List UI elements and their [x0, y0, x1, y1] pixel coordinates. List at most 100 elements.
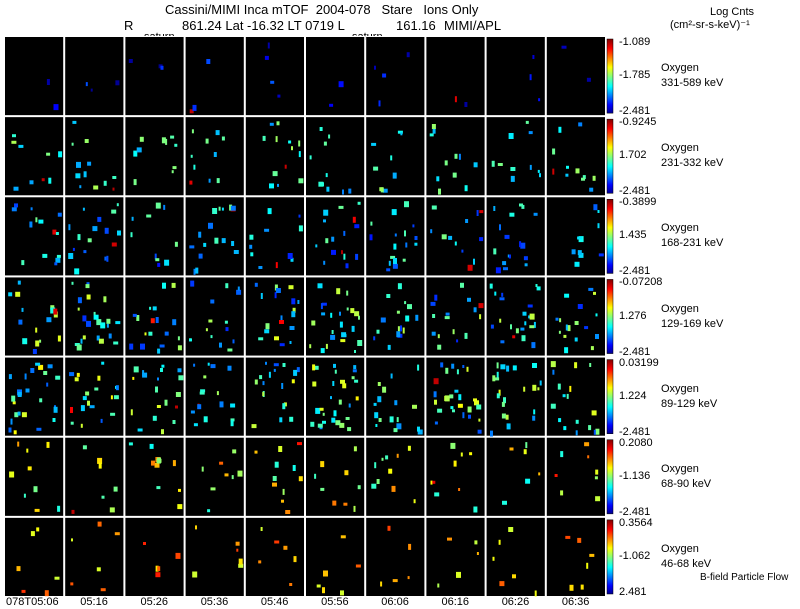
pixel	[157, 377, 159, 381]
pixel	[559, 318, 562, 323]
pixel	[221, 238, 226, 244]
pixel	[156, 486, 161, 490]
pixel	[561, 45, 567, 49]
pixel	[498, 389, 501, 396]
pixel	[492, 556, 495, 561]
pixel	[71, 142, 74, 146]
pixel	[225, 327, 229, 332]
pixel	[106, 318, 111, 324]
pixel	[77, 297, 82, 304]
pixel	[208, 178, 211, 183]
pixel	[592, 175, 596, 181]
pixel	[274, 336, 279, 341]
pixel	[458, 394, 462, 401]
species-label: Oxygen	[661, 222, 699, 235]
pixel	[476, 210, 479, 216]
pixel	[79, 185, 82, 189]
pixel	[597, 210, 600, 213]
pixel	[195, 525, 197, 530]
pixel	[326, 186, 330, 192]
pixel	[355, 396, 359, 401]
pixel	[357, 340, 363, 346]
pixel	[232, 449, 237, 454]
pixel	[178, 488, 181, 492]
pixel	[332, 381, 335, 386]
pixel	[129, 343, 134, 350]
pixel	[24, 373, 27, 380]
pixel	[310, 421, 315, 427]
pixel	[577, 537, 582, 543]
energy-label: 89-129 keV	[661, 397, 718, 410]
colorbar-tick-cmid: -1.136	[619, 469, 651, 482]
pixel	[42, 253, 48, 258]
pixel	[8, 427, 12, 433]
pixel	[296, 367, 300, 373]
pixel	[447, 537, 452, 541]
pixel	[340, 339, 346, 343]
pixel	[502, 500, 507, 505]
pixel	[94, 387, 99, 391]
pixel	[55, 375, 61, 380]
pixel	[593, 429, 596, 435]
pixel	[191, 129, 194, 134]
pixel	[354, 224, 360, 229]
pixel	[52, 418, 56, 422]
pixel	[260, 293, 263, 299]
pixel	[205, 328, 208, 332]
pixel	[311, 320, 316, 326]
pixel	[86, 294, 91, 300]
pixel	[216, 391, 219, 396]
pixel	[210, 487, 216, 491]
pixel	[128, 442, 133, 446]
pixel	[279, 320, 284, 324]
pixel	[190, 410, 195, 414]
pixel	[452, 172, 457, 178]
pixel	[588, 287, 594, 291]
pixel	[12, 401, 16, 405]
pixel	[473, 398, 477, 402]
pixel	[558, 330, 561, 334]
pixel	[350, 308, 355, 314]
pixel	[539, 173, 541, 178]
pixel	[523, 256, 528, 261]
pixel	[76, 344, 82, 351]
pixel	[101, 495, 105, 499]
position-readout: 861.24 Lat -16.32 LT 0719 L	[182, 18, 345, 33]
pixel	[322, 412, 325, 416]
pixel	[320, 348, 325, 354]
pixel	[96, 567, 101, 572]
pixel	[297, 300, 300, 304]
pixel	[451, 363, 455, 369]
panel-r1-c0	[4, 116, 65, 197]
pixel	[175, 552, 181, 559]
pixel	[35, 340, 40, 347]
pixel	[208, 222, 213, 229]
pixel	[354, 311, 360, 317]
pixel	[83, 250, 87, 254]
panel-r3-c3	[184, 276, 245, 357]
pixel	[522, 311, 527, 316]
pixel	[333, 410, 337, 417]
pixel	[249, 244, 253, 249]
pixel	[429, 133, 434, 137]
pixel	[577, 236, 583, 240]
pixel	[274, 292, 277, 299]
pixel	[539, 380, 542, 386]
panel-r0-c2	[124, 36, 185, 117]
pixel	[565, 535, 571, 539]
pixel	[269, 183, 274, 189]
panel-r0-c6	[365, 36, 426, 117]
pixel	[554, 474, 558, 477]
pixel	[21, 307, 24, 312]
pixel	[17, 280, 21, 285]
pixel	[373, 166, 379, 171]
pixel	[38, 364, 44, 370]
pixel	[578, 122, 583, 127]
pixel	[438, 188, 441, 195]
chart-title: Cassini/MIMI Inca mTOF 2004-078 Stare Io…	[165, 2, 479, 17]
pixel	[434, 421, 438, 425]
pixel	[318, 181, 324, 187]
pixel	[453, 460, 457, 467]
pixel	[524, 263, 528, 267]
pixel	[283, 545, 288, 550]
